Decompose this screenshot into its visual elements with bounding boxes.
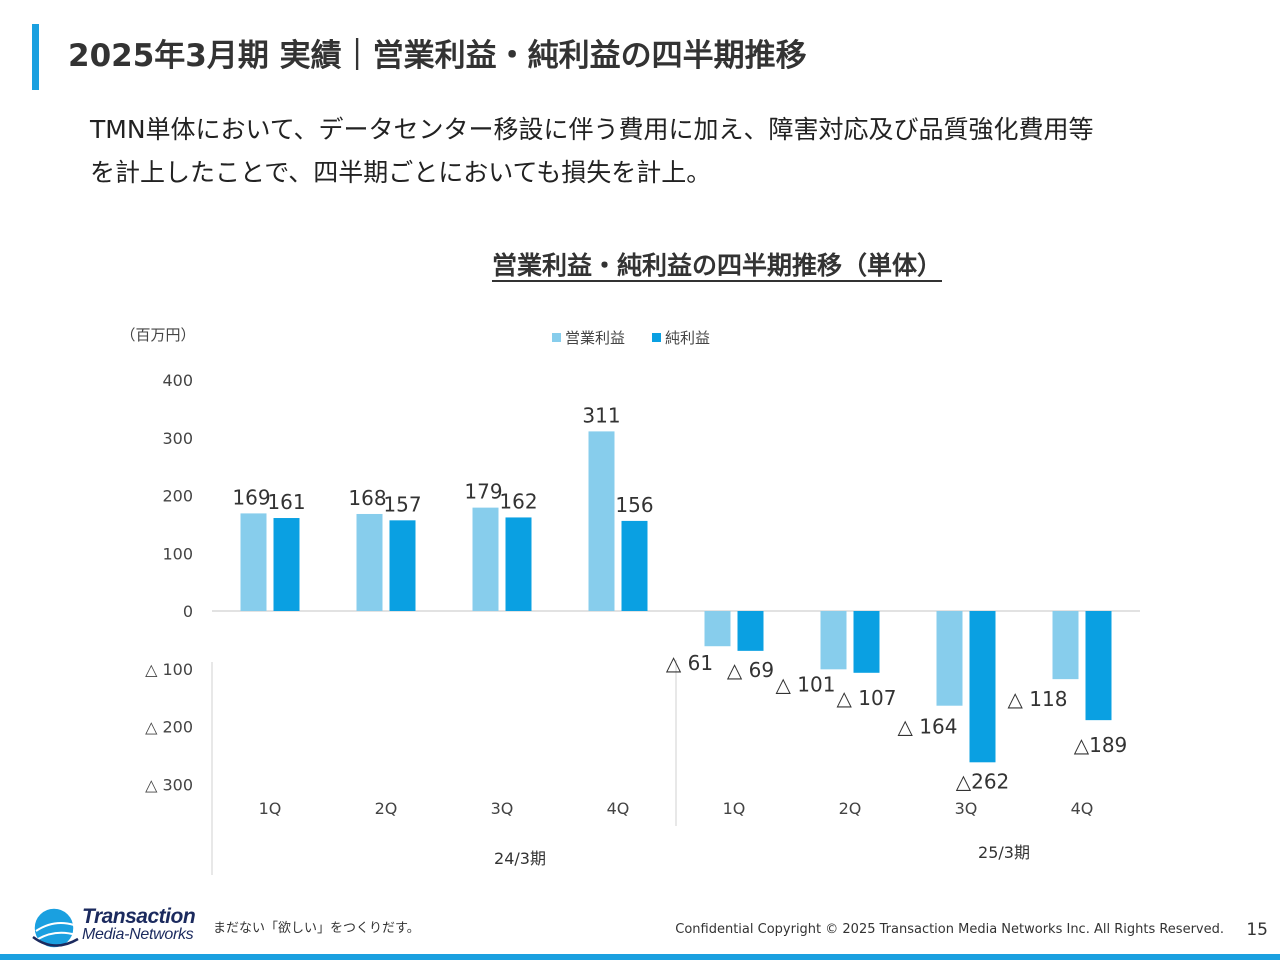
legend-swatch-1: [552, 333, 561, 342]
x-tick-label: 1Q: [259, 799, 282, 818]
y-tick-label: 400: [162, 371, 193, 390]
data-label: △189: [1074, 733, 1128, 757]
x-tick-label: 4Q: [607, 799, 630, 818]
y-tick-label: △ 100: [145, 660, 193, 679]
y-tick-label: 100: [162, 544, 193, 563]
bar-operating-profit: [704, 611, 731, 647]
data-label: 156: [615, 493, 653, 517]
footer-accent-line: [0, 954, 1280, 960]
y-tick-label: 0: [183, 602, 193, 621]
intro-text: TMN単体において、データセンター移設に伴う費用に加え、障害対応及び品質強化費用…: [90, 108, 1250, 194]
bar-net-profit: [621, 520, 648, 611]
legend-label-2: 純利益: [665, 329, 710, 347]
y-tick-label: △ 200: [145, 718, 193, 737]
legend-label-1: 営業利益: [565, 329, 625, 347]
company-logo: Transaction Media-Networks: [32, 901, 207, 951]
title-accent-bar: [32, 24, 39, 90]
data-label: 179: [464, 480, 502, 504]
x-tick-label: 2Q: [375, 799, 398, 818]
bar-operating-profit: [936, 611, 963, 706]
y-tick-label: △ 300: [145, 775, 193, 794]
y-tick-label: 300: [162, 429, 193, 448]
intro-line-2: を計上したことで、四半期ごとにおいても損失を計上。: [90, 158, 712, 187]
data-label: 162: [499, 489, 537, 513]
logo-text-line-2: Media-Networks: [82, 926, 194, 943]
x-tick-label: 3Q: [955, 799, 978, 818]
data-label: 311: [582, 403, 620, 427]
bar-operating-profit: [588, 431, 615, 611]
globe-icon: [32, 907, 79, 949]
legend-swatch-2: [652, 333, 661, 342]
bar-net-profit: [969, 611, 996, 763]
page-title: 2025年3月期 実績｜営業利益・純利益の四半期推移: [68, 38, 807, 74]
data-label: △ 61: [666, 651, 713, 675]
data-label: △ 101: [776, 672, 836, 696]
data-label: 169: [232, 485, 270, 509]
bar-operating-profit: [472, 507, 499, 611]
data-label: △ 69: [727, 658, 774, 682]
bar-operating-profit: [240, 513, 267, 611]
x-tick-label: 2Q: [839, 799, 862, 818]
bar-net-profit: [1085, 611, 1112, 721]
data-label: △ 107: [837, 686, 897, 710]
logo-text-line-1: Transaction: [82, 905, 196, 928]
bar-net-profit: [737, 611, 764, 651]
x-tick-label: 1Q: [723, 799, 746, 818]
x-tick-label: 4Q: [1071, 799, 1094, 818]
bar-net-profit: [273, 518, 300, 611]
footer-tagline: まだない「欲しい」をつくりだす。: [213, 921, 420, 936]
data-label: 157: [383, 492, 421, 516]
data-label: 168: [348, 486, 386, 510]
x-tick-label: 3Q: [491, 799, 514, 818]
footer-copyright: Confidential Copyright © 2025 Transactio…: [675, 922, 1224, 937]
data-label: △ 118: [1008, 687, 1068, 711]
y-tick-label: 200: [162, 487, 193, 506]
data-label: △262: [956, 769, 1010, 793]
bar-net-profit: [505, 517, 532, 611]
group-label-fy25: 25/3期: [978, 843, 1030, 862]
chart-title: 営業利益・純利益の四半期推移（単体）: [0, 246, 1280, 282]
y-axis-unit-label: （百万円）: [120, 326, 195, 344]
data-label: 161: [267, 490, 305, 514]
data-label: △ 164: [898, 715, 958, 739]
bar-operating-profit: [820, 611, 847, 670]
page-number: 15: [1246, 920, 1268, 940]
bar-operating-profit: [1052, 611, 1079, 680]
chart-title-text: 営業利益・純利益の四半期推移（単体）: [491, 251, 942, 280]
bar-net-profit: [853, 611, 880, 673]
bar-operating-profit: [356, 513, 383, 611]
intro-line-1: TMN単体において、データセンター移設に伴う費用に加え、障害対応及び品質強化費用…: [90, 115, 1094, 144]
group-label-fy24: 24/3期: [494, 849, 546, 868]
bar-net-profit: [389, 520, 416, 611]
